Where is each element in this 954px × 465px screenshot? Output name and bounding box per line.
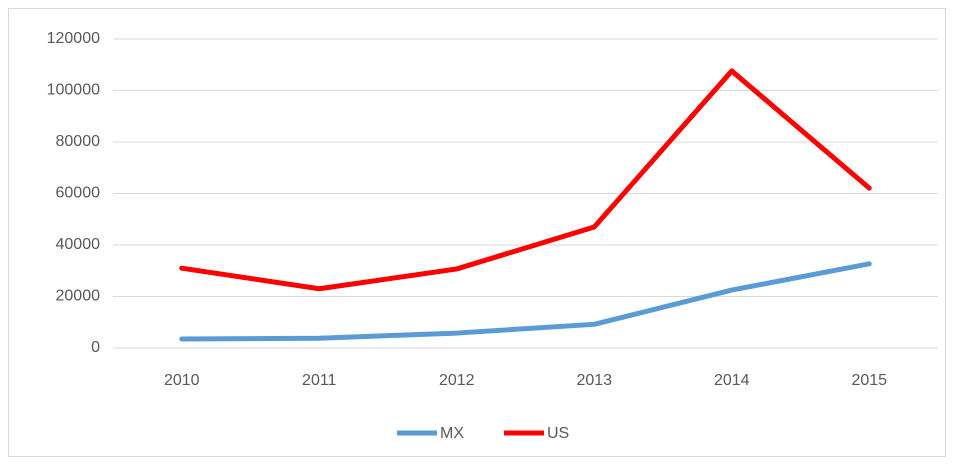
line-series bbox=[179, 261, 872, 342]
y-tick-label: 120000 bbox=[47, 30, 100, 47]
y-tick-label: 0 bbox=[91, 339, 100, 356]
legend-label: US bbox=[547, 425, 569, 442]
line-series bbox=[179, 68, 872, 292]
y-tick-label: 20000 bbox=[56, 288, 101, 305]
legend-label: MX bbox=[440, 425, 464, 442]
x-tick-label: 2010 bbox=[164, 372, 200, 389]
x-tick-label: 2011 bbox=[302, 372, 337, 389]
x-tick-label: 2012 bbox=[439, 372, 475, 389]
y-tick-label: 60000 bbox=[56, 185, 101, 202]
x-tick-label: 2013 bbox=[576, 372, 612, 389]
x-tick-label: 2014 bbox=[714, 372, 750, 389]
chart-border bbox=[8, 8, 946, 457]
y-tick-label: 100000 bbox=[47, 82, 100, 99]
y-tick-label: 40000 bbox=[56, 236, 101, 253]
x-tick-label: 2015 bbox=[851, 372, 887, 389]
y-tick-label: 80000 bbox=[56, 133, 101, 150]
